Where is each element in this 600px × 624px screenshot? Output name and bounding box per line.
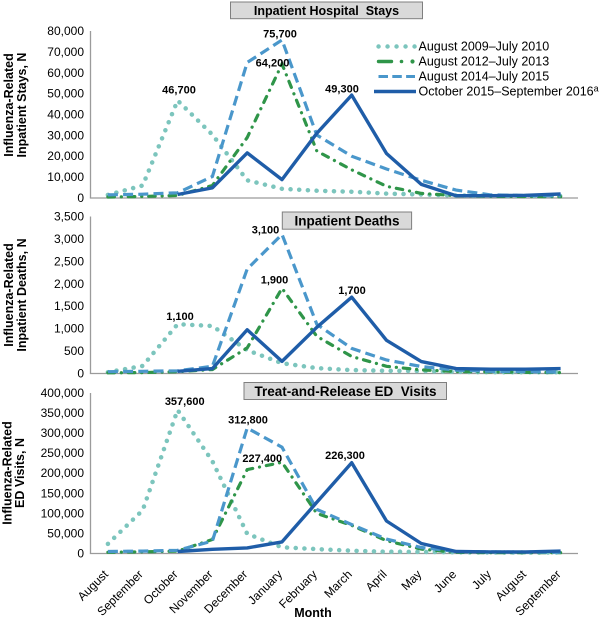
svg-text:10,000: 10,000 (47, 170, 84, 184)
svg-text:226,300: 226,300 (325, 450, 365, 462)
svg-text:Influenza-Related: Influenza-Related (2, 53, 16, 157)
svg-text:50,000: 50,000 (47, 526, 84, 540)
svg-text:August 2009–July 2010: August 2009–July 2010 (419, 40, 550, 54)
svg-text:August 2014–July 2015: August 2014–July 2015 (419, 70, 550, 84)
svg-text:3,500: 3,500 (54, 210, 84, 224)
svg-text:50,000: 50,000 (47, 87, 84, 101)
svg-text:357,600: 357,600 (165, 396, 205, 408)
svg-text:0: 0 (77, 367, 84, 381)
svg-text:Inpatient Stays, N: Inpatient Stays, N (15, 53, 29, 158)
svg-text:350,000: 350,000 (41, 406, 85, 420)
svg-text:150,000: 150,000 (41, 486, 85, 500)
svg-text:49,300: 49,300 (325, 83, 359, 95)
svg-text:3,100: 3,100 (252, 225, 280, 237)
svg-text:1,000: 1,000 (54, 322, 84, 336)
svg-text:August 2012–July 2013: August 2012–July 2013 (419, 55, 550, 69)
svg-text:312,800: 312,800 (228, 415, 268, 427)
svg-text:Inpatient Deaths, N: Inpatient Deaths, N (15, 238, 29, 351)
svg-text:Treat-and-Release ED Visits: Treat-and-Release ED Visits (254, 384, 436, 399)
svg-text:20,000: 20,000 (47, 149, 84, 163)
svg-text:Inpatient Hospital Stays: Inpatient Hospital Stays (254, 4, 399, 18)
svg-text:Month: Month (294, 606, 331, 620)
svg-text:300,000: 300,000 (41, 426, 85, 440)
svg-text:30,000: 30,000 (47, 128, 84, 142)
svg-text:60,000: 60,000 (47, 66, 84, 80)
svg-text:1,900: 1,900 (261, 275, 289, 287)
svg-text:0: 0 (77, 191, 84, 205)
svg-text:October 2015–September 2016a: October 2015–September 2016a (419, 84, 599, 99)
svg-text:500: 500 (64, 344, 84, 358)
svg-text:1,100: 1,100 (166, 311, 194, 323)
svg-text:46,700: 46,700 (162, 85, 196, 97)
svg-text:80,000: 80,000 (47, 24, 84, 38)
svg-text:0: 0 (77, 547, 84, 561)
svg-text:Influenza-Related: Influenza-Related (2, 243, 16, 347)
svg-text:200,000: 200,000 (41, 466, 85, 480)
svg-text:3,000: 3,000 (54, 232, 84, 246)
svg-text:70,000: 70,000 (47, 45, 84, 59)
svg-text:40,000: 40,000 (47, 108, 84, 122)
svg-text:2,000: 2,000 (54, 277, 84, 291)
svg-text:1,700: 1,700 (338, 285, 366, 297)
svg-text:1,500: 1,500 (54, 299, 84, 313)
svg-text:2,500: 2,500 (54, 254, 84, 268)
svg-text:100,000: 100,000 (41, 506, 85, 520)
svg-text:75,700: 75,700 (263, 28, 297, 40)
svg-text:400,000: 400,000 (41, 386, 85, 400)
svg-text:250,000: 250,000 (41, 446, 85, 460)
svg-text:64,200: 64,200 (256, 58, 290, 70)
svg-text:Influenza-Related: Influenza-Related (1, 421, 15, 525)
svg-text:Inpatient Deaths: Inpatient Deaths (294, 214, 399, 229)
svg-text:227,400: 227,400 (242, 453, 282, 465)
svg-text:ED Visits, N: ED Visits, N (13, 438, 27, 508)
